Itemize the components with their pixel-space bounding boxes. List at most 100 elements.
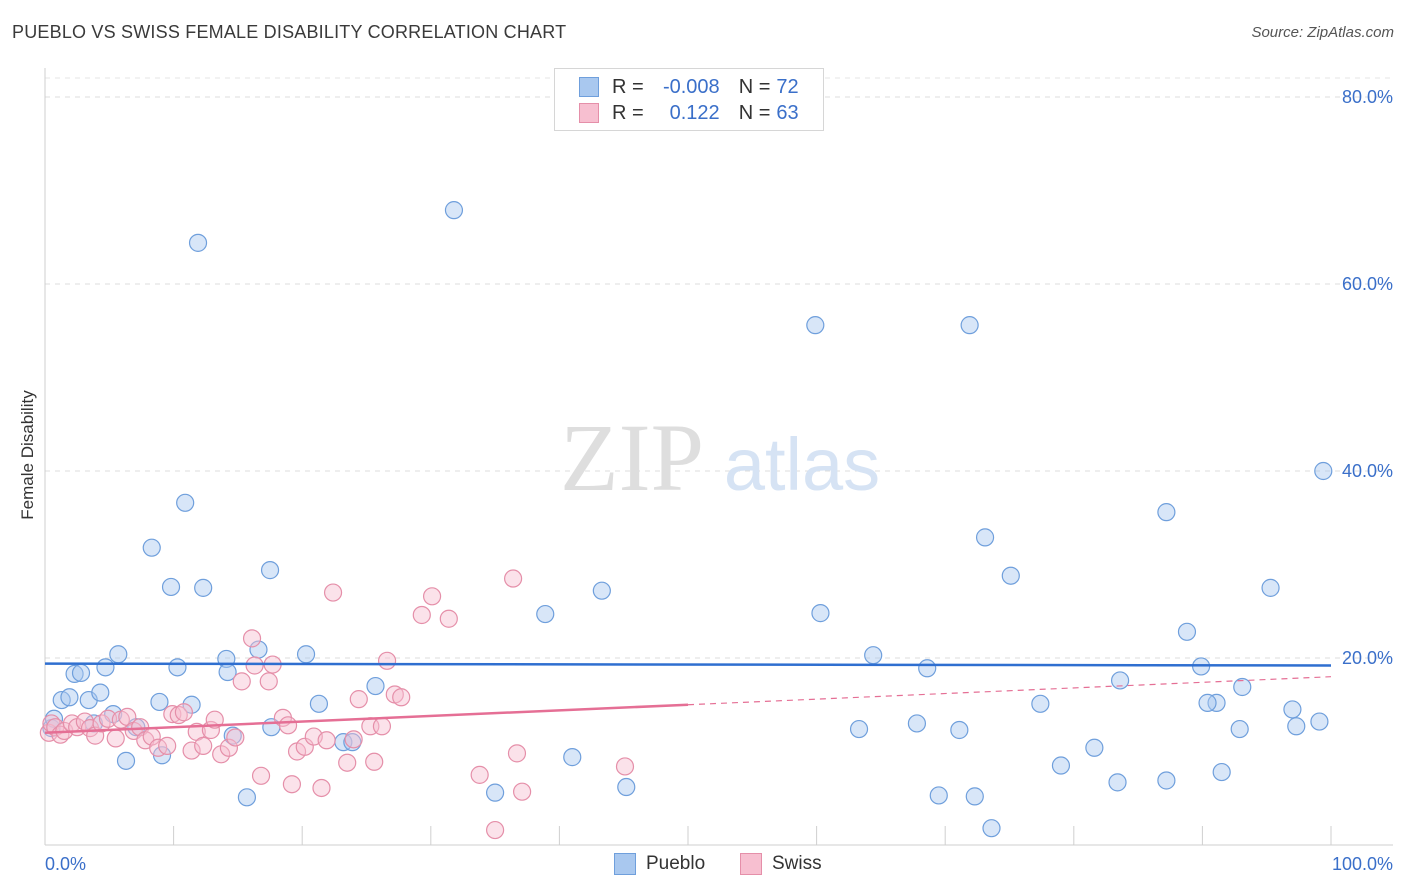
data-point-swiss <box>242 629 262 648</box>
data-point-swiss <box>513 782 532 801</box>
data-point-pueblo <box>182 695 201 714</box>
data-point-swiss <box>232 672 251 691</box>
data-point-pueblo <box>1287 717 1306 736</box>
data-point-pueblo <box>1177 622 1197 641</box>
data-point-pueblo <box>806 316 825 335</box>
legend-r-value: 0.122 <box>669 101 720 124</box>
data-point-swiss <box>226 728 245 747</box>
legend-r-label: R = <box>612 101 644 124</box>
data-point-swiss <box>158 736 177 755</box>
data-point-pueblo <box>965 787 984 806</box>
watermark-zip: ZIP <box>560 404 704 511</box>
data-point-pueblo <box>1031 694 1050 713</box>
data-point-pueblo <box>1233 677 1252 697</box>
legend-swatch-swiss <box>579 103 599 123</box>
trend-line-pueblo <box>44 662 1332 667</box>
data-point-pueblo <box>194 578 213 597</box>
data-point-swiss <box>295 737 314 756</box>
data-point-swiss <box>98 709 118 728</box>
data-point-swiss <box>365 752 384 771</box>
grid-lines <box>45 77 1393 659</box>
data-point-swiss <box>486 820 505 840</box>
data-point-swiss <box>106 729 125 748</box>
legend-r-value: -0.008 <box>662 75 720 98</box>
legend-item-pueblo[interactable]: Pueblo <box>614 852 705 876</box>
data-point-pueblo <box>1157 771 1176 790</box>
data-point-swiss <box>169 705 188 725</box>
data-point-swiss <box>163 704 182 724</box>
data-point-pueblo <box>811 604 830 623</box>
legend-item-swiss[interactable]: Swiss <box>740 852 822 876</box>
y-tick-label: 60.0% <box>1342 274 1393 294</box>
data-point-pueblo <box>188 233 208 252</box>
data-point-swiss <box>194 736 213 755</box>
data-point-pueblo <box>982 819 1001 838</box>
data-point-pueblo <box>1261 578 1280 597</box>
legend-swatch-pueblo <box>614 853 636 875</box>
data-point-pueblo <box>1001 566 1020 585</box>
data-point-pueblo <box>975 528 995 547</box>
legend-n-value: 63 <box>776 101 799 124</box>
data-point-pueblo <box>60 688 79 707</box>
data-point-swiss <box>245 656 264 675</box>
data-point-pueblo <box>592 581 611 600</box>
data-point-swiss <box>182 741 201 760</box>
data-point-pueblo <box>486 783 505 802</box>
data-point-swiss <box>251 766 271 785</box>
legend-n-value: 72 <box>776 75 799 98</box>
data-point-pueblo <box>907 714 927 733</box>
legend-r-label: R = <box>612 75 644 98</box>
data-point-swiss <box>317 731 336 750</box>
data-point-swiss <box>259 672 278 691</box>
data-point-swiss <box>149 738 168 757</box>
data-point-pueblo <box>65 664 84 683</box>
legend-swatch-pueblo <box>579 77 599 97</box>
data-point-swiss <box>174 703 193 722</box>
tick-labels: 20.0% 40.0% 60.0% 80.0% 0.0% 100.0% <box>45 87 1393 874</box>
data-point-pueblo <box>1230 719 1249 739</box>
data-point-swiss <box>372 717 392 736</box>
data-point-pueblo <box>116 751 136 770</box>
data-point-pueblo <box>161 577 181 597</box>
data-point-swiss <box>377 651 397 670</box>
chart-title: PUEBLO VS SWISS FEMALE DISABILITY CORREL… <box>12 22 567 42</box>
watermark: ZIP atlas <box>560 404 880 511</box>
data-point-pueblo <box>563 748 582 767</box>
source-label: Source: ZipAtlas.com <box>1251 24 1394 41</box>
legend-swatch-swiss <box>740 853 762 875</box>
data-point-swiss <box>349 690 368 709</box>
data-point-swiss <box>323 583 343 602</box>
correlation-legend: R = -0.008 N = 72 R = 0.122 N = 63 <box>554 68 824 131</box>
data-point-swiss <box>392 688 411 707</box>
x-tick-label: 100.0% <box>1332 854 1393 874</box>
trend-line-swiss <box>44 703 689 735</box>
data-point-pueblo <box>296 645 316 664</box>
legend-row-pueblo: R = -0.008 N = 72 <box>579 75 799 99</box>
data-point-swiss <box>422 587 442 606</box>
data-point-pueblo <box>260 561 280 580</box>
data-point-pueblo <box>1051 756 1071 775</box>
axes <box>44 68 1393 846</box>
data-point-pueblo <box>1110 671 1130 690</box>
data-point-pueblo <box>1283 700 1302 719</box>
y-tick-label: 20.0% <box>1342 648 1393 668</box>
data-point-pueblo <box>536 604 555 624</box>
data-point-pueblo <box>444 201 464 220</box>
data-point-swiss <box>344 730 363 749</box>
y-tick-label: 40.0% <box>1342 461 1393 481</box>
data-point-pueblo <box>1157 503 1176 522</box>
data-point-pueblo <box>1198 693 1217 712</box>
data-point-swiss <box>504 569 523 588</box>
data-point-pueblo <box>176 493 195 512</box>
data-points <box>39 201 1333 840</box>
trend-line-swiss-dashed <box>687 676 1332 706</box>
data-point-pueblo <box>1310 712 1329 731</box>
data-point-swiss <box>470 765 489 784</box>
legend-row-swiss: R = 0.122 N = 63 <box>579 101 799 125</box>
data-point-pueblo <box>309 694 329 713</box>
data-point-pueblo <box>366 676 385 696</box>
trend-lines <box>44 662 1332 735</box>
data-point-swiss <box>219 738 238 757</box>
data-point-swiss <box>412 605 431 625</box>
